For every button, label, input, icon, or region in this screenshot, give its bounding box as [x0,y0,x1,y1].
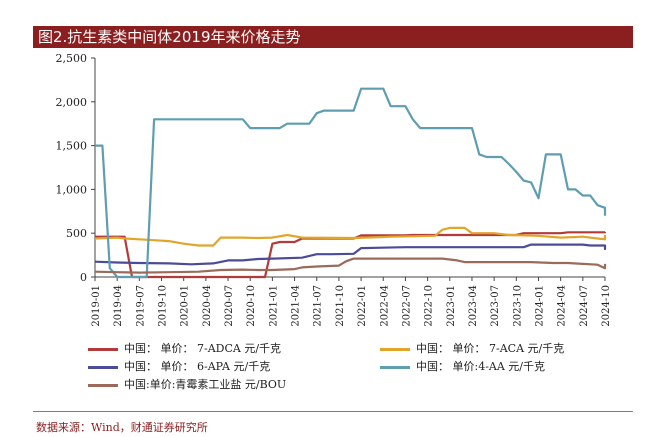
x-tick-label: 2020-01 [180,285,191,327]
y-tick-label: 2,000 [56,96,88,109]
x-tick-label: 2023-01 [446,285,457,327]
legend-label: 中国： 单价： 6-APA 元/千克 [124,360,271,373]
x-tick-label: 2021-07 [313,285,324,327]
y-tick-label: 1,000 [56,183,88,196]
x-tick-label: 2024-10 [601,285,612,327]
series-line-4 [94,257,607,274]
x-tick-label: 2022-10 [424,285,435,327]
x-tick-label: 2023-07 [490,285,501,327]
y-tick-label: 1,500 [56,140,88,153]
x-tick-label: 2023-04 [468,285,479,327]
legend-label: 中国： 单价： 7-ACA 元/千克 [416,342,565,355]
x-tick-label: 2021-01 [268,285,279,327]
y-tick-label: 500 [66,227,87,240]
x-tick-label: 2024-01 [534,285,545,327]
source-note: 数据来源：Wind，财通证券研究所 [36,421,208,434]
x-tick-label: 2020-10 [246,285,257,327]
x-tick-label: 2020-04 [202,285,213,327]
legend-swatch [88,383,118,387]
legend-label: 中国： 单价:4-AA 元/千克 [416,360,546,373]
x-tick-label: 2024-04 [557,285,568,327]
series-line-0 [95,231,607,279]
series-line-2 [94,243,607,266]
y-tick-label: 0 [80,271,87,284]
line-chart: 0 500 1,000 1,500 2,000 2,500 2019-01 2019-04 20… [56,52,613,327]
legend-label: 中国： 单价： 7-ADCA 元/千克 [124,342,282,355]
x-tick-label: 2022-07 [401,285,412,327]
x-tick-label: 2021-10 [335,285,346,327]
legend-item-7aca: 中国： 单价： 7-ACA 元/千克 [380,340,564,356]
legend-label: 中国:单价:青霉素工业盐 元/BOU [124,378,287,391]
series-line-1 [94,226,607,247]
legend-swatch [88,347,118,351]
y-tick-label: 2,500 [56,52,88,65]
x-tick-label: 2022-04 [379,285,390,327]
x-tick-label: 2024-07 [579,285,590,327]
x-tick-label: 2019-07 [135,285,146,327]
footer-divider [33,411,633,412]
legend-swatch [380,365,410,369]
title-bar: 图2.抗生素类中间体2019年来价格走势 [33,26,633,48]
legend-item-penicillin: 中国:单价:青霉素工业盐 元/BOU [88,376,286,392]
x-tick-label: 2021-04 [291,285,302,327]
x-tick-label: 2023-10 [512,285,523,327]
legend-swatch [88,365,118,369]
legend-swatch [380,347,410,351]
x-tick-label: 2019-01 [91,285,102,327]
x-tick-label: 2019-04 [113,285,124,327]
chart-title: 图2.抗生素类中间体2019年来价格走势 [38,28,301,46]
x-tick-label: 2019-10 [158,285,169,327]
series-line-3 [95,87,607,279]
legend-item-7adca: 中国： 单价： 7-ADCA 元/千克 [88,340,281,356]
x-tick-label: 2020-07 [224,285,235,327]
legend-item-4aa: 中国： 单价:4-AA 元/千克 [380,358,545,374]
legend-item-6apa: 中国： 单价： 6-APA 元/千克 [88,358,270,374]
x-tick-label: 2022-01 [357,285,368,327]
